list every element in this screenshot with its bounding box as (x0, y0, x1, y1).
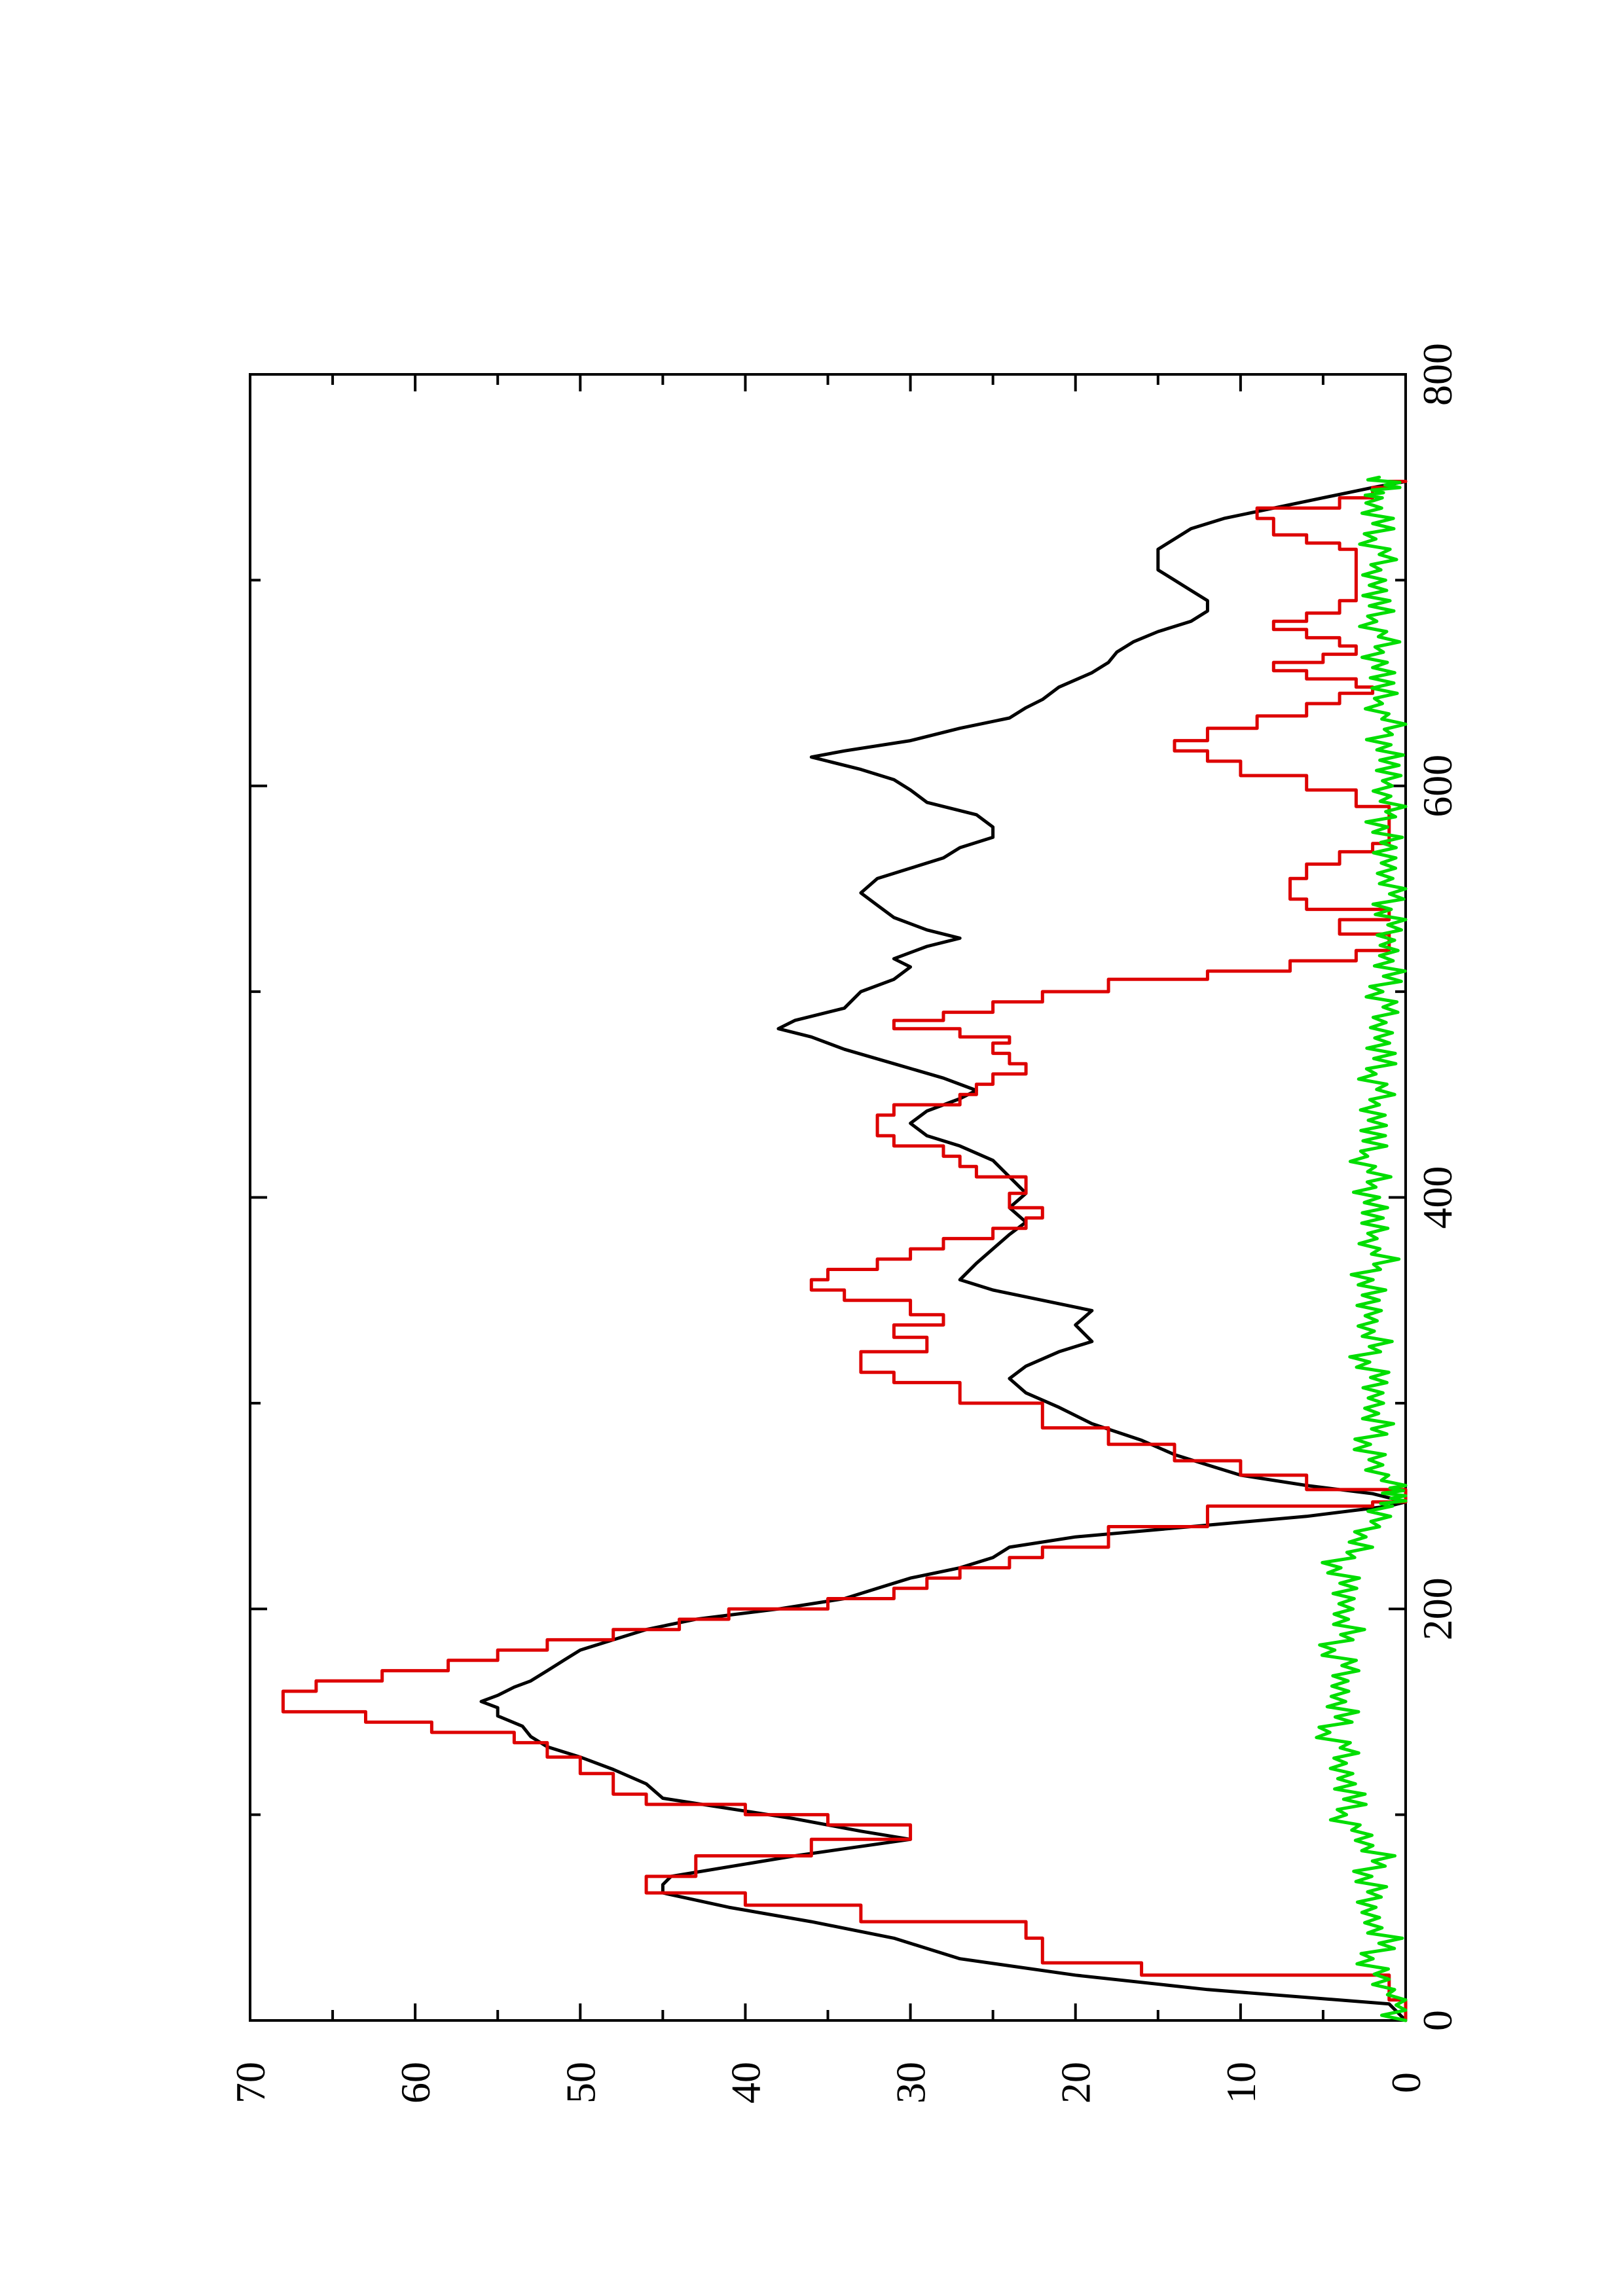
y-tick-label: 40 (722, 2062, 769, 2104)
x-tick-label: 400 (1414, 1166, 1461, 1229)
y-tick-label: 30 (888, 2062, 934, 2104)
y-tick-label: 60 (392, 2062, 439, 2104)
ticks (249, 373, 1407, 2022)
x-tick-label: 600 (1414, 755, 1461, 817)
series-line-1 (479, 480, 1408, 2022)
x-tick-label: 200 (1414, 1577, 1461, 1640)
y-tick-label: 0 (1383, 2072, 1429, 2093)
plot-border (249, 373, 1407, 2022)
y-tick-label: 20 (1053, 2062, 1099, 2104)
series-line-2 (281, 480, 1408, 2022)
y-tick-label: 50 (557, 2062, 604, 2104)
series-group (281, 475, 1408, 2022)
series-line-3 (1315, 475, 1408, 2022)
y-tick-label: 70 (227, 2062, 274, 2104)
x-tick-label: 800 (1414, 343, 1461, 406)
plot-frame (249, 373, 1407, 2022)
x-tick-label: 0 (1414, 2010, 1461, 2031)
y-tick-label: 10 (1218, 2062, 1264, 2104)
tick-labels: 0 200 400 600 800 0 10 20 30 40 50 60 70 (227, 343, 1461, 2104)
